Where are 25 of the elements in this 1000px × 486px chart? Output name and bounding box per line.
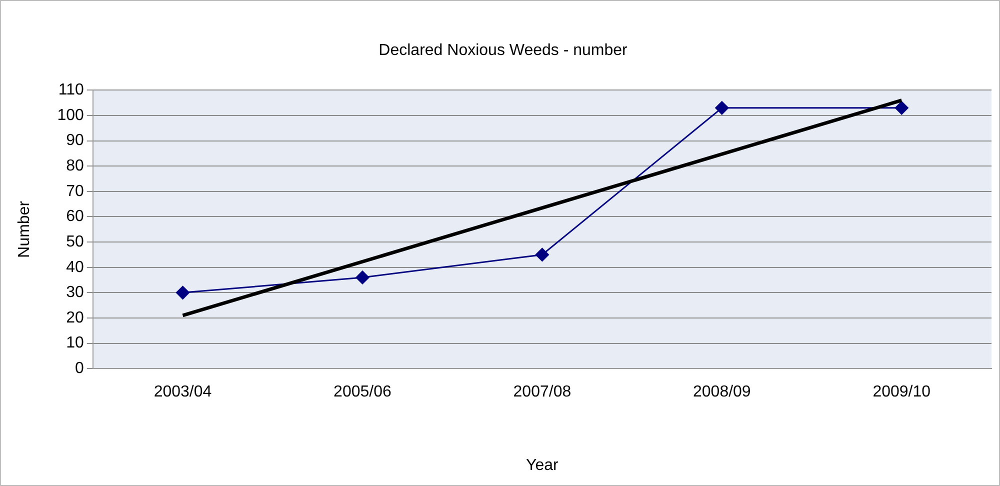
y-tick-label: 40 bbox=[66, 258, 84, 276]
point bbox=[894, 101, 908, 115]
y-tick-label: 10 bbox=[66, 334, 84, 352]
y-tick-label: 0 bbox=[74, 360, 84, 378]
x-tick-label: 2003/04 bbox=[154, 384, 212, 401]
y-tick-label: 110 bbox=[58, 82, 84, 99]
y-tick-label: 80 bbox=[66, 158, 84, 175]
x-axis-title: Year bbox=[526, 456, 560, 474]
y-tick-label: 70 bbox=[66, 182, 84, 200]
y-tick-label: 20 bbox=[66, 309, 84, 326]
point bbox=[176, 286, 190, 300]
x-tick-label: 2005/06 bbox=[334, 384, 392, 401]
y-tick-label: 100 bbox=[57, 106, 84, 124]
x-tick-label: 2008/09 bbox=[692, 384, 751, 401]
x-tick-label: 2009/10 bbox=[872, 384, 931, 401]
chart-title: Declared Noxious Weeds - number bbox=[378, 42, 628, 60]
point bbox=[356, 270, 370, 284]
y-tick-label: 30 bbox=[66, 284, 84, 302]
point bbox=[715, 101, 729, 115]
point bbox=[535, 248, 549, 262]
y-tick-label: 90 bbox=[66, 132, 84, 150]
x-tick-label: 2007/08 bbox=[513, 384, 572, 401]
y-axis-title: Number bbox=[16, 200, 34, 258]
y-tick-label: 50 bbox=[66, 233, 84, 250]
y-tick-label: 60 bbox=[66, 208, 84, 226]
